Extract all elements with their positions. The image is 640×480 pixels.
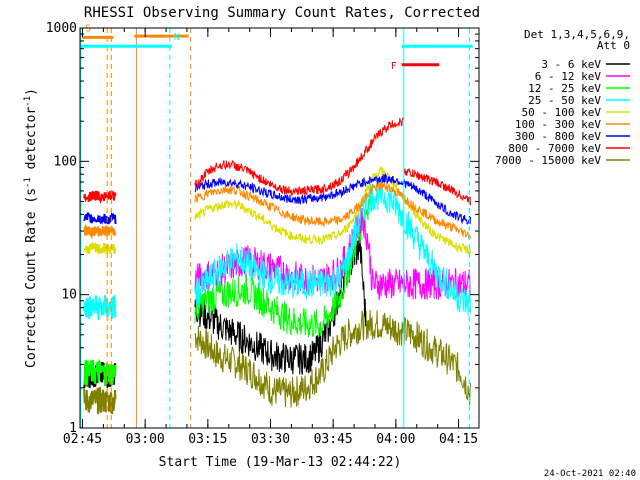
pre-interval-100-300-kev: [83, 223, 117, 240]
series-line-50-100-kev-0: [194, 165, 472, 256]
series-line-800-7000-kev-0: [194, 117, 405, 197]
series-25-50-kev: [83, 178, 472, 321]
y-tick-label-0: 1: [69, 421, 77, 436]
pre-interval-300-800-kev: [83, 211, 117, 225]
chart-title: RHESSI Observing Summary Count Rates, Co…: [84, 5, 480, 21]
series-300-800-kev: [83, 172, 472, 225]
x-tick-label-2: 03:15: [188, 432, 227, 447]
plot-frame: [79, 27, 480, 429]
legend-header-1: Att 0: [597, 39, 630, 52]
legend-label-800-7000-kev: 800 - 7000 keV: [508, 142, 601, 155]
x-tick-label-4: 03:45: [314, 432, 353, 447]
series-12-25-kev: [83, 184, 373, 388]
footer-timestamp: 24-Oct-2021 02:40: [544, 469, 636, 479]
legend-label-100-300-kev: 100 - 300 keV: [515, 118, 601, 131]
x-axis-label: Start Time (19-Mar-13 02:44:22): [159, 455, 402, 470]
y-tick-label-3: 1000: [46, 21, 77, 36]
flag-label-s: S: [85, 23, 91, 34]
y-tick-label-1: 10: [61, 288, 77, 303]
series-line-100-300-kev-0: [194, 181, 472, 239]
x-tick-label-1: 03:00: [126, 432, 165, 447]
pre-interval-50-100-kev: [83, 240, 117, 255]
series-800-7000-kev: [83, 117, 472, 206]
y-tick-label-2: 100: [54, 154, 77, 169]
legend-label-12-25-kev: 12 - 25 keV: [528, 82, 601, 95]
series-line-25-50-kev-1: [369, 178, 472, 316]
series-line-300-800-kev-0: [194, 172, 472, 225]
series-line-7000-15000-kev-1: [363, 308, 472, 406]
legend-label-50-100-kev: 50 - 100 keV: [522, 106, 602, 119]
series-line-12-25-kev-0: [194, 184, 373, 338]
series-50-100-kev: [83, 165, 472, 256]
data-area: [83, 117, 472, 415]
series-7000-15000-kev: [83, 308, 472, 415]
legend-label-25-50-kev: 25 - 50 keV: [528, 94, 601, 107]
legend-label-300-800-kev: 300 - 800 keV: [515, 130, 601, 143]
legend-label-7000-15000-kev: 7000 - 15000 keV: [495, 154, 601, 167]
x-tick-label-0: 02:45: [63, 432, 102, 447]
series-line-25-50-kev-0: [194, 187, 371, 307]
pre-interval-25-50-kev: [83, 293, 117, 321]
x-tick-label-3: 03:30: [251, 432, 290, 447]
legend-label-6-12-kev: 6 - 12 keV: [535, 70, 602, 83]
pre-interval-12-25-kev: [83, 358, 117, 388]
flag-label-n: N: [174, 32, 180, 43]
pre-interval-800-7000-kev: [83, 190, 117, 205]
pre-interval-7000-15000-kev: [83, 386, 117, 415]
y-axis-label: Corrected Count Rate (s-1 detector-1): [23, 88, 39, 368]
series-line-800-7000-kev-1: [403, 167, 472, 206]
series-line-7000-15000-kev-0: [194, 310, 365, 408]
flag-label-f: F: [391, 61, 397, 72]
x-tick-label-5: 04:00: [376, 432, 415, 447]
legend-label-3-6-kev: 3 - 6 keV: [541, 58, 601, 71]
legend-header-0: Det 1,3,4,5,6,9,: [524, 28, 630, 41]
series-100-300-kev: [83, 181, 472, 240]
x-tick-label-6: 04:15: [439, 432, 478, 447]
